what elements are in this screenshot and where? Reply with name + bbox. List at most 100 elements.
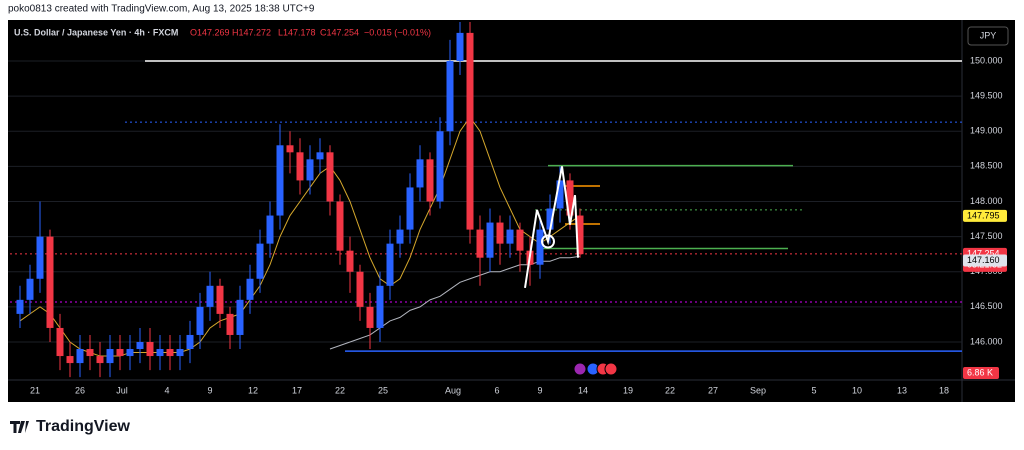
x-tick-label: 10 (852, 385, 862, 395)
price-badge-label: 147.795 (967, 210, 1000, 220)
candle-body (246, 278, 254, 300)
price-badge-label: 147.160 (967, 255, 1000, 265)
candle-body (366, 306, 374, 328)
pattern-drawing (524, 166, 579, 289)
x-tick-label: Jul (116, 385, 128, 395)
candle-body (496, 222, 504, 244)
candle-body (306, 159, 314, 181)
candle-body (66, 356, 74, 364)
candle-body (446, 60, 454, 132)
ohlc-open: O147.269 (190, 27, 230, 37)
x-tick-label: 4 (164, 385, 169, 395)
candle-body (346, 250, 354, 272)
volume-badge (963, 367, 999, 379)
currency-button[interactable] (967, 26, 1009, 46)
ohlc-low: L147.178 (278, 27, 316, 37)
candle-body (126, 349, 134, 357)
x-tick-label: 9 (537, 385, 542, 395)
candle-body (106, 349, 114, 364)
y-tick-label: 150.000 (970, 55, 1003, 65)
credit: poko0813 created with TradingView.com, A… (8, 4, 315, 15)
candle-body (406, 187, 414, 230)
candle-body (336, 201, 344, 251)
candle-body (576, 215, 584, 255)
y-tick-label: 149.500 (970, 90, 1003, 100)
candle-body (476, 229, 484, 258)
candle-body (16, 299, 24, 314)
x-tick-label: 21 (30, 385, 40, 395)
y-tick-label: 148.000 (970, 196, 1003, 206)
candle-body (426, 159, 434, 202)
candle-body (316, 152, 324, 160)
candle-body (456, 32, 464, 61)
candle-body (196, 306, 204, 335)
x-tick-label: 18 (939, 385, 949, 395)
y-tick-label: 146.000 (970, 336, 1003, 346)
candle-body (256, 243, 264, 279)
x-tick-label: 22 (665, 385, 675, 395)
x-tick-label: 14 (578, 385, 588, 395)
x-tick-label: 5 (811, 385, 816, 395)
x-tick-label: Aug (445, 385, 461, 395)
x-tick-label: Sep (750, 385, 766, 395)
candle-body (46, 236, 54, 328)
candle-body (326, 152, 334, 202)
x-tick-label: 12 (248, 385, 258, 395)
plot-area (8, 22, 962, 378)
candle-body (86, 349, 94, 357)
candle-body (176, 349, 184, 357)
candle-body (276, 145, 284, 216)
candle-body (266, 215, 274, 244)
pattern-marker (541, 234, 555, 249)
y-tick-label: 146.500 (970, 301, 1003, 311)
x-tick-label: 6 (494, 385, 499, 395)
candle-body (436, 131, 444, 202)
y-tick-label: 149.000 (970, 126, 1003, 136)
candle-body (506, 229, 514, 244)
price-badge (963, 254, 1007, 267)
candle-body (146, 341, 154, 357)
candle-body (216, 285, 224, 314)
volume-badge-label: 6.86 K (967, 367, 993, 377)
candle-body (136, 341, 144, 350)
candle-body (76, 349, 84, 364)
brand: TradingView (36, 418, 131, 435)
candle-body (546, 208, 554, 230)
x-tick-label: 22 (335, 385, 345, 395)
candle-body (376, 285, 384, 328)
candle-body (286, 145, 294, 153)
event-icon (573, 362, 587, 376)
candle-body (536, 229, 544, 265)
event-icon (604, 362, 618, 376)
candle-body (556, 180, 564, 209)
candle-body (486, 222, 494, 258)
price-badge (963, 209, 1007, 222)
candle-body (356, 271, 364, 307)
candle-body (206, 285, 214, 307)
ohlc-high: H147.272 (232, 27, 271, 37)
candle-body (416, 159, 424, 188)
currency: JPY (980, 30, 997, 40)
x-tick-label: 9 (207, 385, 212, 395)
candle-body (516, 229, 524, 251)
x-tick-label: 26 (75, 385, 85, 395)
candle-body (226, 313, 234, 335)
ohlc-change: −0.015 (−0.01%) (364, 27, 431, 37)
candle-body (56, 327, 64, 357)
candle-body (296, 152, 304, 181)
price-badge-label: 147.254 (967, 248, 1000, 258)
y-tick-label: 147.500 (970, 231, 1003, 241)
candle-body (156, 349, 164, 357)
candle-body (96, 356, 104, 364)
ohlc-close: C147.254 (320, 27, 359, 37)
candle-body (466, 32, 474, 230)
x-tick-label: 19 (623, 385, 633, 395)
candle-body (236, 299, 244, 335)
candle-body (36, 236, 44, 279)
candle-body (386, 243, 394, 286)
x-tick-label: 25 (378, 385, 388, 395)
symbol-title: U.S. Dollar / Japanese Yen · 4h · FXCM (14, 27, 178, 37)
candle-body (166, 349, 174, 357)
candle-body (566, 180, 574, 216)
